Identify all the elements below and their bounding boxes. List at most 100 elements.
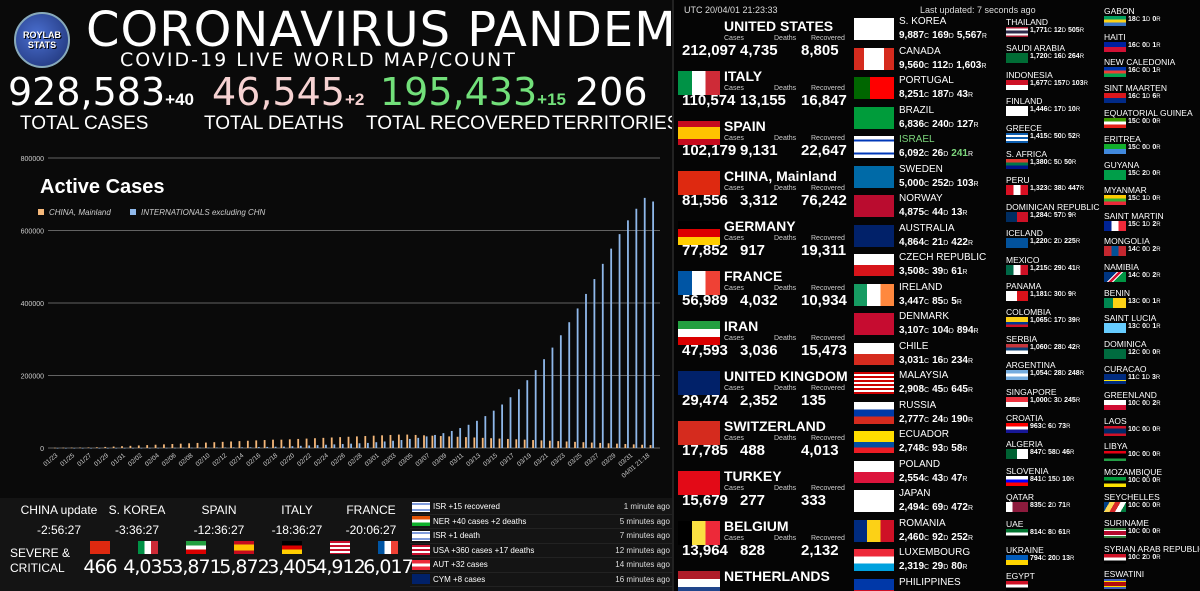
country-row-ecuador[interactable]: ECUADOR 2,748C 93D 58R	[854, 429, 1004, 458]
country-row-iran[interactable]: IRAN Cases Deaths Recovered 47,593 3,036 15,47…	[678, 318, 850, 368]
bar-china	[498, 438, 501, 448]
country-row-singapore[interactable]: SINGAPORE 1,000C 3D 245R	[1006, 387, 1101, 408]
country-row-greenland[interactable]: GREENLAND 10C 0D 2R	[1104, 390, 1199, 411]
country-row-uae[interactable]: UAE 814C 8D 61R	[1006, 519, 1101, 540]
country-row-colombia[interactable]: COLOMBIA 1,065C 17D 39R	[1006, 307, 1101, 328]
country-row-malaysia[interactable]: MALAYSIA 2,908C 45D 645R	[854, 370, 1004, 399]
country-row-sintmaarten[interactable]: SINT MAARTEN 16C 1D 6R	[1104, 83, 1199, 104]
country-row-greece[interactable]: GREECE 1,415C 50D 52R	[1006, 123, 1101, 144]
country-row-namibia[interactable]: NAMIBIA 14C 0D 2R	[1104, 262, 1199, 283]
country-row-laos[interactable]: LAOS 10C 0D 0R	[1104, 416, 1199, 437]
cases-label: Cases	[724, 35, 744, 42]
country-row-belgium[interactable]: BELGIUM Cases Deaths Recovered 13,964 828 2,13…	[678, 518, 850, 568]
country-name: SINT MAARTEN	[1104, 82, 1167, 93]
bar-china	[205, 442, 207, 448]
country-row-saintmartin[interactable]: SAINT MARTIN 15C 1D 2R	[1104, 211, 1199, 232]
country-row-argentina[interactable]: ARGENTINA 1,054C 28D 248R	[1006, 360, 1101, 381]
country-row-safrica[interactable]: S. AFRICA 1,380C 5D 50R	[1006, 149, 1101, 170]
country-row-indonesia[interactable]: INDONESIA 1,677C 157D 103R	[1006, 70, 1101, 91]
country-row-france[interactable]: FRANCE Cases Deaths Recovered 56,989 4,032 10,…	[678, 268, 850, 318]
country-row-qatar[interactable]: QATAR 835C 2D 71R	[1006, 492, 1101, 513]
country-row-romania[interactable]: ROMANIA 2,460C 92D 252R	[854, 518, 1004, 547]
country-row-denmark[interactable]: DENMARK 3,107C 104D 894R	[854, 311, 1004, 340]
news-item[interactable]: USA +360 cases +17 deaths 12 minutes ago	[410, 544, 672, 558]
country-row-slovenia[interactable]: SLOVENIA 841C 15D 10R	[1006, 466, 1101, 487]
country-row-suriname[interactable]: SURINAME 10C 0D 0R	[1104, 518, 1199, 539]
country-row-dominica[interactable]: DOMINICA 12C 0D 0R	[1104, 339, 1199, 360]
country-row-uk[interactable]: UNITED KINGDOM Cases Deaths Recovered 29,474…	[678, 368, 850, 418]
recovered-label: Recovered	[811, 185, 845, 192]
country-row-thailand[interactable]: THAILAND 1,771C 12D 505R	[1006, 17, 1101, 38]
bar-china	[129, 445, 132, 448]
country-row-gabon[interactable]: GABON 18C 1D 0R	[1104, 6, 1199, 27]
country-row-saintlucia[interactable]: SAINT LUCIA 13C 0D 1R	[1104, 313, 1199, 334]
country-row-brazil[interactable]: BRAZIL 6,836C 240D 127R	[854, 105, 1004, 134]
country-row-serbia[interactable]: SERBIA 1,060C 28D 42R	[1006, 334, 1101, 355]
country-row-china[interactable]: CHINA, Mainland Cases Deaths Recovered 81,55…	[678, 168, 850, 218]
country-row-myanmar[interactable]: MYANMAR 15C 1D 0R	[1104, 185, 1199, 206]
country-row-eqguinea[interactable]: EQUATORIAL GUINEA 15C 0D 0R	[1104, 108, 1199, 129]
update-name: SPAIN	[201, 503, 237, 517]
country-row-ireland[interactable]: IRELAND 3,447C 85D 5R	[854, 282, 1004, 311]
country-row-eritrea[interactable]: ERITREA 15C 0D 0R	[1104, 134, 1199, 155]
country-row-spain[interactable]: SPAIN Cases Deaths Recovered 102,179 9,131 22,…	[678, 118, 850, 168]
country-row-finland[interactable]: FINLAND 1,446C 17D 10R	[1006, 96, 1101, 117]
country-row-seychelles[interactable]: SEYCHELLES 10C 0D 0R	[1104, 492, 1199, 513]
country-row-eswatini[interactable]: ESWATINI	[1104, 569, 1199, 590]
news-item[interactable]: AUT +32 cases 14 minutes ago	[410, 558, 672, 573]
country-row-mexico[interactable]: MEXICO 1,215C 29D 41R	[1006, 255, 1101, 276]
country-row-poland[interactable]: POLAND 2,554C 43D 47R	[854, 459, 1004, 488]
mongolia-flag-icon	[1104, 246, 1126, 257]
country-row-mongolia[interactable]: MONGOLIA 14C 0D 2R	[1104, 236, 1199, 257]
country-row-saudi[interactable]: SAUDI ARABIA 1,720C 16D 264R	[1006, 43, 1101, 64]
country-row-mozambique[interactable]: MOZAMBIQUE 10C 0D 0R	[1104, 467, 1199, 488]
news-item[interactable]: ISR +1 death 7 minutes ago	[410, 529, 672, 544]
country-row-usa[interactable]: UNITED STATES Cases Deaths Recovered 212,097…	[678, 18, 850, 68]
country-row-croatia[interactable]: CROATIA 963C 6D 73R	[1006, 413, 1101, 434]
country-row-iceland[interactable]: ICELAND 1,220C 2D 225R	[1006, 228, 1101, 249]
news-item[interactable]: NER +40 cases +2 deaths 5 minutes ago	[410, 515, 672, 529]
country-row-ukraine[interactable]: UKRAINE 794C 20D 13R	[1006, 545, 1101, 566]
country-row-newcaledonia[interactable]: NEW CALEDONIA 16C 0D 1R	[1104, 57, 1199, 78]
bar-china	[314, 438, 316, 448]
total-recovered-label: TOTAL RECOVERED	[366, 113, 551, 134]
bar-international	[266, 446, 269, 448]
country-name: NETHERLANDS	[724, 568, 830, 584]
country-row-czech[interactable]: CZECH REPUBLIC 3,508C 39D 61R	[854, 252, 1004, 281]
country-row-korea[interactable]: S. KOREA 9,887C 169D 5,567R	[854, 16, 1004, 45]
country-row-chile[interactable]: CHILE 3,031C 16D 234R	[854, 341, 1004, 370]
country-row-guyana[interactable]: GUYANA 15C 2D 0R	[1104, 160, 1199, 181]
country-row-curacao[interactable]: CURACAO 11C 1D 3R	[1104, 364, 1199, 385]
country-row-portugal[interactable]: PORTUGAL 8,251C 187D 43R	[854, 75, 1004, 104]
country-row-egypt[interactable]: EGYPT	[1006, 571, 1101, 591]
country-row-russia[interactable]: RUSSIA 2,777C 24D 190R	[854, 400, 1004, 429]
recovered-value: 16,847	[801, 92, 847, 109]
country-row-libya[interactable]: LIBYA 10C 0D 0R	[1104, 441, 1199, 462]
country-row-italy[interactable]: ITALY Cases Deaths Recovered 110,574 13,155 16…	[678, 68, 850, 118]
country-row-panama[interactable]: PANAMA 1,181C 30D 9R	[1006, 281, 1101, 302]
country-row-norway[interactable]: NORWAY 4,875C 44D 13R	[854, 193, 1004, 222]
country-row-canada[interactable]: CANADA 9,560C 112D 1,603R	[854, 46, 1004, 75]
country-row-algeria[interactable]: ALGERIA 847C 58D 46R	[1006, 439, 1101, 460]
country-row-australia[interactable]: AUSTRALIA 4,864C 21D 422R	[854, 223, 1004, 252]
country-row-israel[interactable]: ISRAEL 6,092C 26D 241R	[854, 134, 1004, 163]
country-row-philippines[interactable]: PHILIPPINES	[854, 577, 1004, 591]
country-row-japan[interactable]: JAPAN 2,494C 69D 472R	[854, 488, 1004, 517]
country-row-switzerland[interactable]: SWITZERLAND Cases Deaths Recovered 17,785 488…	[678, 418, 850, 468]
country-row-dominicanrep[interactable]: DOMINICAN REPUBLIC 1,284C 57D 9R	[1006, 202, 1101, 223]
bar-international	[593, 279, 596, 448]
news-item[interactable]: CYM +8 cases 16 minutes ago	[410, 573, 672, 587]
country-row-haiti[interactable]: HAITI 16C 0D 1R	[1104, 32, 1199, 53]
country-row-turkey[interactable]: TURKEY Cases Deaths Recovered 15,679 277 333	[678, 468, 850, 518]
country-row-benin[interactable]: BENIN 13C 0D 1R	[1104, 288, 1199, 309]
country-row-netherlands[interactable]: NETHERLANDS	[678, 568, 850, 591]
country-name: EGYPT	[1006, 571, 1035, 582]
country-row-syria[interactable]: SYRIAN ARAB REPUBLIC 10C 2D 0R	[1104, 544, 1200, 565]
thailand-flag-icon	[1006, 27, 1028, 37]
country-row-germany[interactable]: GERMANY Cases Deaths Recovered 77,852 917 19,3…	[678, 218, 850, 268]
cases-label: Cases	[724, 85, 744, 92]
country-row-sweden[interactable]: SWEDEN 5,000C 252D 103R	[854, 164, 1004, 193]
country-row-peru[interactable]: PERU 1,323C 38D 447R	[1006, 175, 1101, 196]
country-row-luxembourg[interactable]: LUXEMBOURG 2,319C 29D 80R	[854, 547, 1004, 576]
news-item[interactable]: ISR +15 recovered 1 minute ago	[410, 500, 672, 515]
